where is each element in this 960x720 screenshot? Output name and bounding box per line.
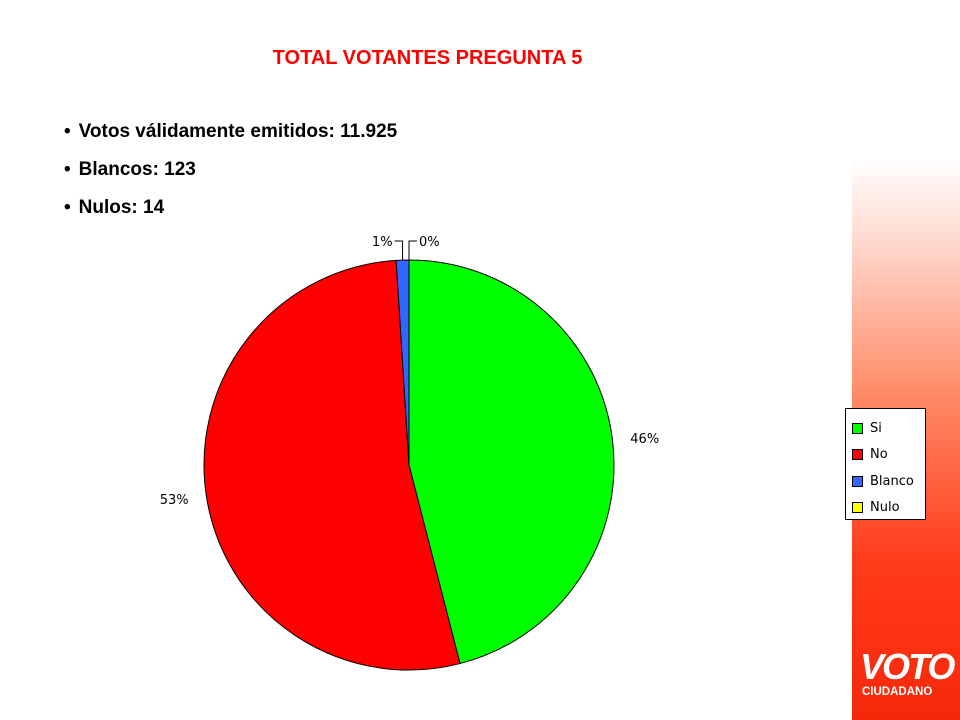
- data-label-blanco: 1%: [372, 235, 393, 250]
- legend-label-nulo: Nulo: [870, 500, 900, 516]
- data-label-no: 53%: [160, 493, 189, 508]
- bullet-list: Votos válidamente emitidos: 11.925 Blanc…: [64, 120, 398, 234]
- side-decoration-band: [852, 0, 960, 720]
- legend-label-no: No: [870, 447, 888, 463]
- legend-item-no: No: [846, 442, 925, 469]
- chart-legend: Si No Blanco Nulo: [845, 408, 926, 520]
- logo-main-text: VOTO: [860, 646, 955, 687]
- bullet-null-votes: Nulos: 14: [64, 196, 397, 234]
- bullet-valid-votes: Votos válidamente emitidos: 11.925: [64, 120, 398, 158]
- legend-swatch-no: [852, 449, 863, 461]
- data-label-si: 46%: [630, 432, 659, 447]
- logo-sub-text: CIUDADANO: [862, 686, 933, 698]
- legend-label-blanco: Blanco: [870, 473, 914, 489]
- legend-label-si: Si: [870, 420, 882, 436]
- legend-swatch-si: [852, 422, 863, 434]
- leader-line-nulo: [408, 240, 417, 260]
- legend-item-blanco: Blanco: [846, 468, 925, 495]
- legend-item-nulo: Nulo: [846, 495, 925, 522]
- legend-item-si: Si: [846, 415, 925, 442]
- slide-title: TOTAL VOTANTES PREGUNTA 5: [272, 47, 583, 69]
- data-label-nulo: 0%: [419, 235, 440, 250]
- legend-swatch-blanco: [852, 475, 863, 487]
- pie-slice-no: [203, 259, 461, 671]
- pie-slice-si: [408, 259, 615, 665]
- leader-line-blanco: [394, 240, 404, 261]
- bullet-blank-votes: Blancos: 123: [64, 158, 397, 196]
- legend-swatch-nulo: [852, 502, 863, 514]
- voto-ciudadano-logo: VOTO CIUDADANO: [856, 640, 956, 710]
